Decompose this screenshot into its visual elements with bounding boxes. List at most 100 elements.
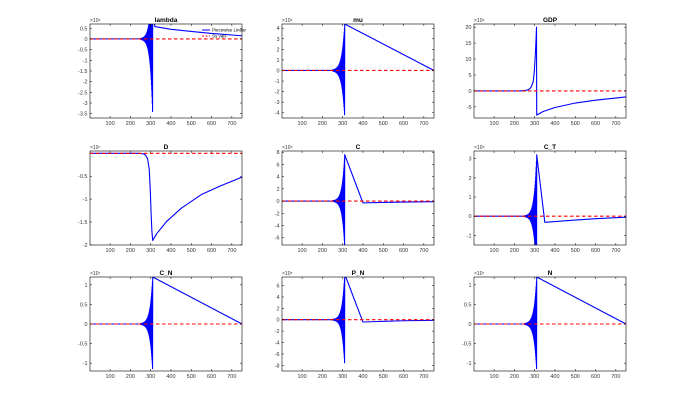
x-tick-label: 600 — [207, 248, 216, 254]
x-tick-label: 300 — [338, 374, 347, 380]
series-group — [90, 24, 242, 113]
x-tick-label: 200 — [126, 248, 135, 254]
axes-box — [281, 276, 435, 372]
x-tick-label: 200 — [126, 374, 135, 380]
x-tick-label: 400 — [166, 248, 175, 254]
series-piecewise-linear — [474, 26, 626, 116]
y-tick-label: -2 — [83, 243, 88, 249]
y-tick-label: 20 — [465, 25, 471, 31]
x-tick-label: 100 — [297, 121, 306, 127]
plot-area — [90, 24, 242, 118]
y-tick-label: 0 — [276, 68, 279, 74]
y-tick-label: -4 — [275, 111, 280, 117]
y-exponent-label: ×10⁷ — [90, 145, 100, 151]
x-tick-label: 700 — [611, 121, 620, 127]
axes-box — [473, 150, 627, 246]
x-tick-label: 700 — [419, 121, 428, 127]
y-tick-label: -1.5 — [78, 69, 87, 75]
x-tick-label: 200 — [126, 121, 135, 127]
y-tick-label: 1 — [276, 58, 279, 64]
y-tick-label: -3.5 — [78, 112, 87, 118]
y-tick-label: 2 — [468, 176, 471, 182]
subplot-title: P_N — [352, 270, 365, 277]
y-tick-label: 15 — [465, 41, 471, 47]
y-tick-label: -2 — [83, 80, 88, 86]
subplot-title: mu — [353, 17, 363, 24]
x-tick-label: 100 — [105, 374, 114, 380]
x-tick-label: 600 — [591, 248, 600, 254]
y-tick-label: -1 — [83, 58, 88, 64]
x-tick-label: 300 — [530, 374, 539, 380]
x-tick-label: 300 — [146, 248, 155, 254]
y-tick-label: 1 — [468, 195, 471, 201]
x-tick-label: 500 — [379, 248, 388, 254]
legend-label: Ss vals — [212, 34, 227, 39]
subplot-gdp: 100 200 300 400 500 600 700 -5 0 5 10 15 20×10⁵ GDP — [465, 17, 627, 127]
y-tick-label: -1 — [83, 361, 88, 367]
subplot-c-t: 100 200 300 400 500 600 700 -1 0 1 2 3×10⁵ C_T — [467, 144, 627, 254]
series-piecewise-linear — [90, 152, 242, 241]
y-tick-label: 8 — [276, 150, 279, 156]
y-exponent-label: ×10⁷ — [90, 271, 100, 277]
x-tick-label: 600 — [399, 374, 408, 380]
subplot-title: lambda — [155, 17, 178, 24]
y-tick-label: 4 — [276, 26, 279, 32]
x-tick-label: 500 — [571, 121, 580, 127]
y-exponent-label: ×10⁷ — [474, 271, 484, 277]
subplot-title: C_N — [159, 270, 172, 277]
series-group — [90, 277, 242, 370]
y-exponent-label: ×10⁵ — [282, 145, 293, 151]
y-tick-label: 3 — [276, 37, 279, 43]
plot-area — [90, 151, 242, 245]
x-tick-label: 700 — [227, 248, 236, 254]
subplot-c: 100 200 300 400 500 600 700 -6 -4 -2 0 2 4 6 8×10⁵ C — [275, 144, 435, 254]
y-tick-label: 10 — [465, 57, 471, 63]
y-exponent-label: ×10⁵ — [90, 18, 101, 24]
x-tick-label: 400 — [550, 121, 559, 127]
y-tick-label: -6 — [275, 352, 280, 358]
plot-area — [282, 151, 434, 245]
subplot-title: GDP — [543, 17, 558, 24]
x-tick-label: 600 — [399, 121, 408, 127]
x-tick-label: 200 — [510, 121, 519, 127]
x-tick-label: 400 — [550, 374, 559, 380]
x-tick-label: 300 — [338, 248, 347, 254]
series-group — [474, 277, 626, 370]
y-exponent-label: ×10⁵ — [474, 145, 485, 151]
x-tick-label: 200 — [510, 248, 519, 254]
x-tick-label: 500 — [571, 374, 580, 380]
x-tick-label: 300 — [146, 374, 155, 380]
y-tick-label: -1 — [275, 79, 280, 85]
x-tick-label: 700 — [227, 374, 236, 380]
series-piecewise-linear — [282, 277, 434, 364]
axes-box — [89, 150, 243, 246]
x-tick-label: 100 — [297, 374, 306, 380]
x-tick-label: 100 — [489, 374, 498, 380]
y-tick-label: -8 — [275, 363, 280, 369]
x-tick-label: 400 — [166, 121, 175, 127]
plot-area — [474, 151, 626, 245]
x-tick-label: 100 — [489, 248, 498, 254]
x-tick-label: 600 — [591, 121, 600, 127]
x-tick-label: 200 — [510, 374, 519, 380]
y-tick-label: 0.5 — [80, 302, 88, 308]
y-tick-label: 6 — [276, 284, 279, 290]
y-tick-label: -2 — [275, 211, 280, 217]
y-tick-label: 0 — [84, 322, 87, 328]
x-tick-label: 500 — [571, 248, 580, 254]
x-tick-label: 700 — [611, 248, 620, 254]
axes-box — [473, 23, 627, 119]
y-tick-label: -0.5 — [78, 48, 87, 54]
y-tick-label: -1 — [83, 197, 88, 203]
y-exponent-label: ×10⁵ — [282, 271, 293, 277]
series-group — [474, 154, 626, 245]
y-tick-label: -2 — [275, 329, 280, 335]
y-tick-label: -0.5 — [78, 342, 87, 348]
subplot-d: 100 200 300 400 500 600 700 -2 -1.5 -1 -0.5 ×10⁷ D — [78, 144, 243, 254]
y-tick-label: 4 — [276, 295, 279, 301]
y-tick-label: 0 — [84, 37, 87, 43]
x-tick-label: 100 — [105, 248, 114, 254]
y-tick-label: -4 — [275, 341, 280, 347]
y-tick-label: 2 — [276, 47, 279, 53]
